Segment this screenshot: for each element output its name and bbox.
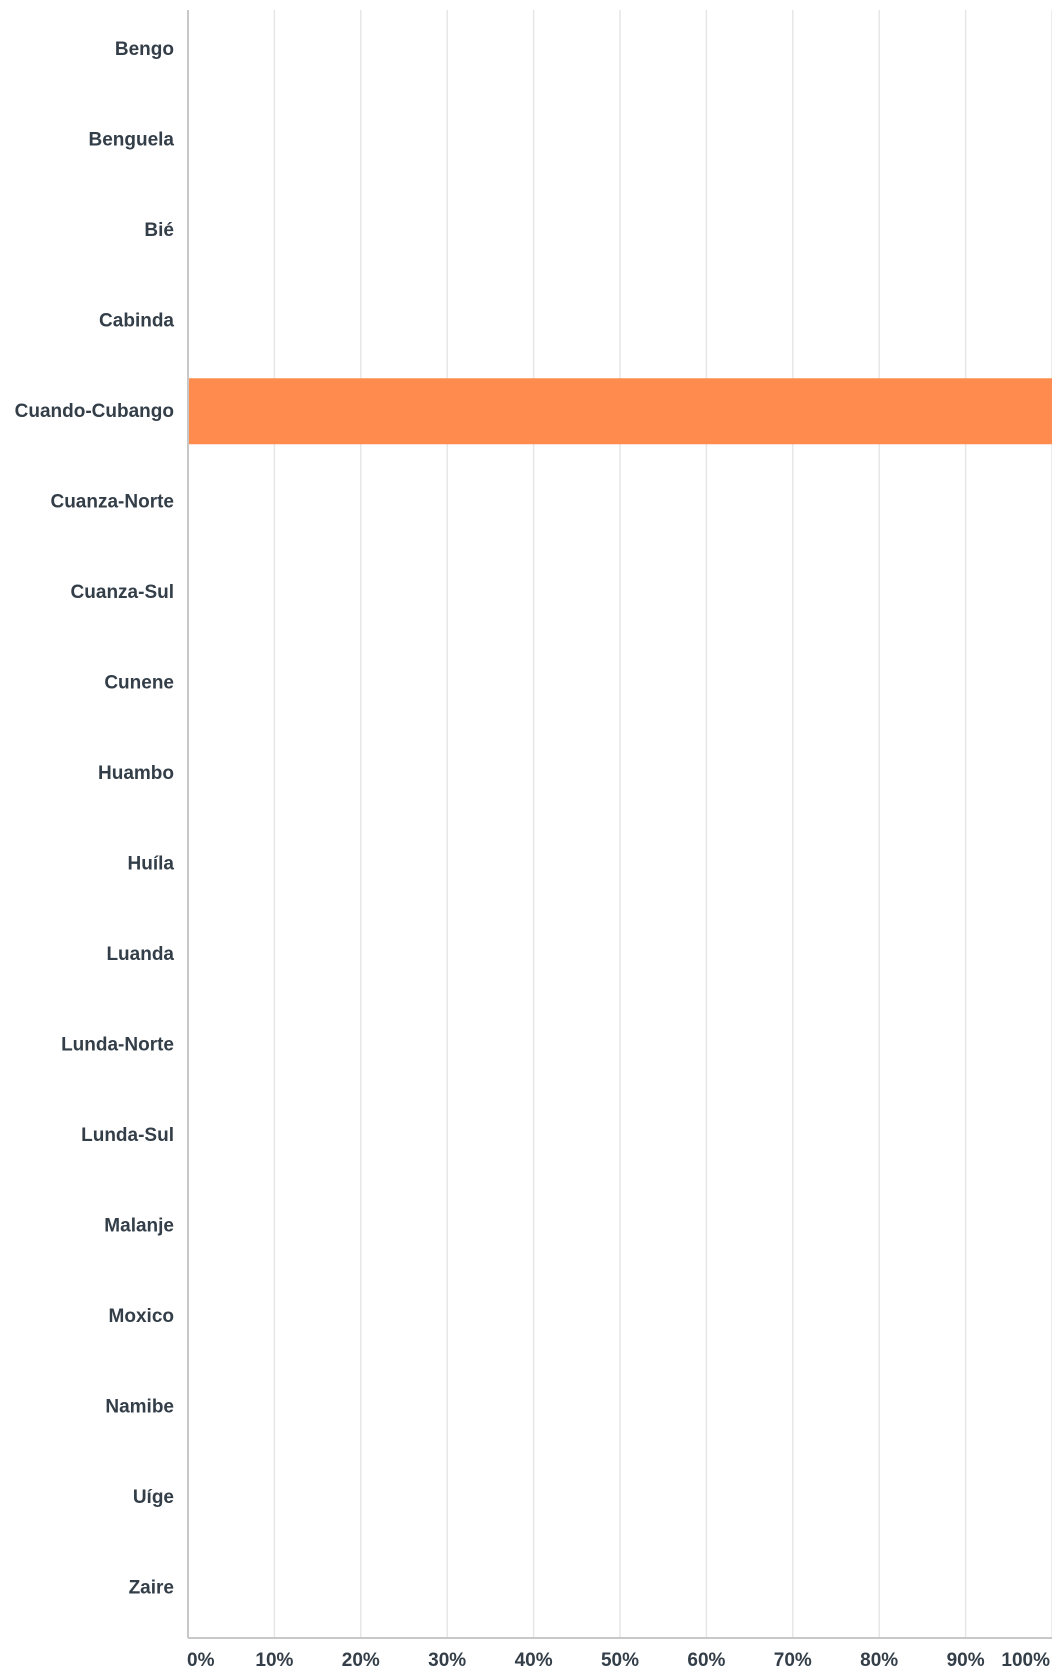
x-tick-label: 10%	[255, 1650, 293, 1671]
category-label: Lunda-Sul	[81, 1125, 174, 1146]
x-tick-label: 40%	[515, 1650, 553, 1671]
category-labels: Bengo Benguela Bié Cabinda Cuando-Cubango Cua…	[15, 39, 175, 1599]
x-tick-label: 100%	[1001, 1650, 1050, 1671]
x-tick-label: 70%	[774, 1650, 812, 1671]
category-label: Uíge	[133, 1487, 174, 1508]
category-label: Namibe	[105, 1396, 174, 1417]
category-label: Bié	[144, 220, 174, 241]
grid-lines	[273, 10, 1052, 1638]
x-tick-labels: 0% 10% 20% 30% 40% 50% 60% 70% 80% 90% 100%	[187, 1650, 1050, 1671]
category-label: Cuanza-Norte	[50, 491, 174, 512]
category-label: Lunda-Norte	[61, 1034, 174, 1055]
category-label: Benguela	[88, 129, 174, 150]
category-label: Huambo	[98, 763, 174, 784]
category-label: Malanje	[104, 1215, 174, 1236]
x-tick-label: 90%	[947, 1650, 985, 1671]
category-label: Zaire	[129, 1577, 174, 1598]
category-label: Moxico	[109, 1306, 174, 1327]
category-label: Bengo	[115, 39, 174, 60]
x-tick-label: 0%	[187, 1650, 215, 1671]
x-tick-label: 20%	[342, 1650, 380, 1671]
category-label: Huíla	[128, 853, 175, 874]
category-label: Cuando-Cubango	[15, 401, 174, 422]
x-tick-label: 60%	[687, 1650, 725, 1671]
category-label: Cabinda	[99, 310, 174, 331]
category-label: Luanda	[106, 944, 174, 965]
category-label: Cunene	[104, 672, 174, 693]
bar	[188, 378, 1052, 445]
x-tick-label: 30%	[428, 1650, 466, 1671]
x-tick-label: 80%	[860, 1650, 898, 1671]
axes	[187, 10, 1052, 1639]
category-label: Cuanza-Sul	[71, 582, 174, 603]
bars	[188, 378, 1052, 445]
x-tick-label: 50%	[601, 1650, 639, 1671]
